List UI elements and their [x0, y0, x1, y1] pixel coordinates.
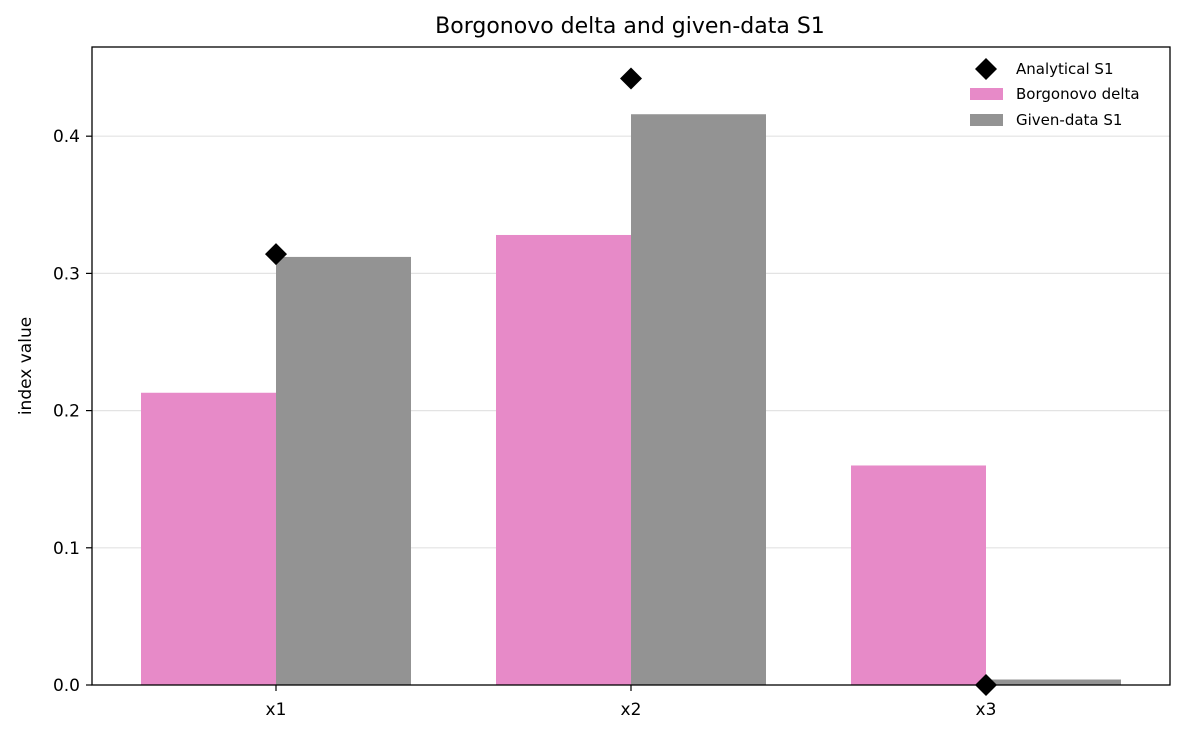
legend-entry-borgonovo: Borgonovo delta	[970, 85, 1140, 103]
diamond-marker	[620, 67, 642, 90]
y-axis-label: index value	[16, 317, 36, 415]
y-tick-label: 0.1	[53, 539, 80, 559]
y-tick-label: 0.4	[53, 127, 80, 147]
legend-entry-analytical: Analytical S1	[975, 58, 1114, 80]
legend-label-borgonovo: Borgonovo delta	[1016, 85, 1140, 103]
y-tick-label: 0.3	[53, 264, 80, 284]
y-tick-label: 0.0	[53, 676, 80, 696]
legend-label-given-data: Given-data S1	[1016, 111, 1122, 129]
chart-title: Borgonovo delta and given-data S1	[435, 14, 825, 39]
x-tick-label: x1	[266, 700, 287, 720]
bar	[986, 679, 1121, 685]
legend-diamond-icon	[975, 58, 997, 80]
legend-swatch-given-data	[970, 114, 1003, 126]
diamond-marker	[265, 243, 287, 266]
x-tick-label: x3	[976, 700, 997, 720]
bar	[141, 392, 276, 685]
markers	[265, 67, 997, 696]
y-tick-label: 0.2	[53, 402, 80, 422]
y-axis-ticks: 0.0 0.1 0.2 0.3 0.4	[53, 127, 92, 696]
legend-label-analytical: Analytical S1	[1016, 60, 1114, 78]
bar	[496, 234, 631, 685]
legend-entry-given-data: Given-data S1	[970, 111, 1122, 129]
x-axis-ticks: x1 x2 x3	[266, 685, 997, 720]
x-tick-label: x2	[621, 700, 642, 720]
bar	[276, 256, 411, 685]
legend: Analytical S1 Borgonovo delta Given-data…	[970, 58, 1140, 129]
bars	[141, 114, 1121, 686]
bar	[851, 465, 986, 685]
bar	[631, 114, 766, 686]
legend-swatch-borgonovo	[970, 88, 1003, 100]
